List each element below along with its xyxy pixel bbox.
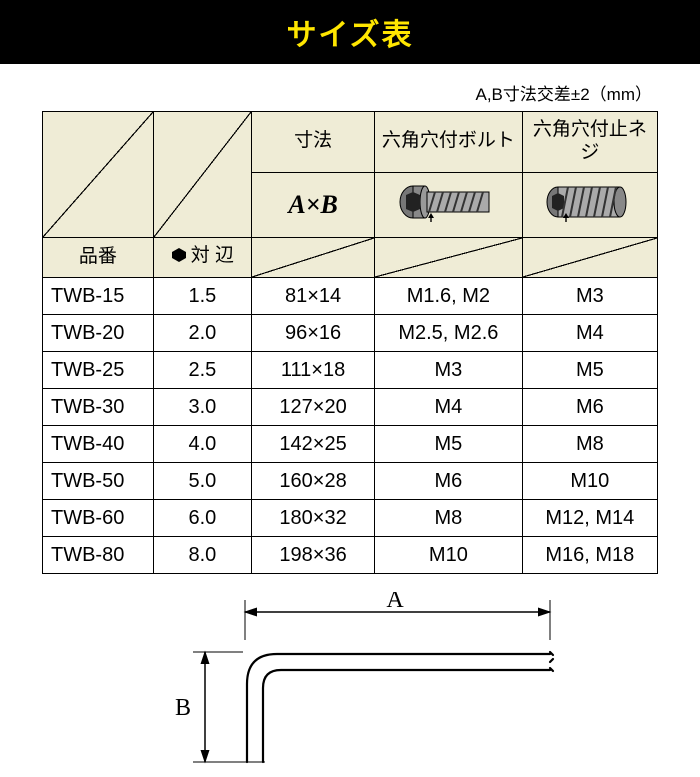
hex-bolt-icon xyxy=(393,180,503,224)
cell-af: 6.0 xyxy=(153,500,251,537)
size-table-wrap: 寸法 六角穴付ボルト 六角穴付止ネジ A×B xyxy=(0,111,700,574)
cell-dim: 180×32 xyxy=(252,500,375,537)
cell-pn: TWB-60 xyxy=(43,500,154,537)
set-screw-icon xyxy=(540,180,640,224)
table-row: TWB-808.0198×36M10M16, M18 xyxy=(43,537,658,574)
cell-pn: TWB-40 xyxy=(43,426,154,463)
cell-dim: 81×14 xyxy=(252,278,375,315)
cell-set: M12, M14 xyxy=(522,500,657,537)
cell-set: M8 xyxy=(522,426,657,463)
label-a: A xyxy=(386,592,404,613)
header-empty-diag xyxy=(43,112,154,238)
cell-bolt: M6 xyxy=(375,463,523,500)
table-row: TWB-202.096×16M2.5, M2.6M4 xyxy=(43,315,658,352)
header-bolt-icon-cell xyxy=(375,172,523,238)
table-row: TWB-505.0160×28M6M10 xyxy=(43,463,658,500)
header-dimension-sub: A×B xyxy=(252,172,375,238)
hexagon-icon xyxy=(171,247,187,270)
cell-set: M10 xyxy=(522,463,657,500)
cell-pn: TWB-25 xyxy=(43,352,154,389)
hex-key-diagram: A B xyxy=(135,592,565,772)
title-bar: サイズ表 xyxy=(0,0,700,64)
table-row: TWB-606.0180×32M8M12, M14 xyxy=(43,500,658,537)
cell-bolt: M3 xyxy=(375,352,523,389)
cell-pn: TWB-30 xyxy=(43,389,154,426)
table-row: TWB-151.581×14M1.6, M2M3 xyxy=(43,278,658,315)
header-dimension: 寸法 xyxy=(252,112,375,173)
cell-af: 8.0 xyxy=(153,537,251,574)
cell-af: 2.5 xyxy=(153,352,251,389)
table-row: TWB-404.0142×25M5M8 xyxy=(43,426,658,463)
cell-set: M3 xyxy=(522,278,657,315)
cell-dim: 198×36 xyxy=(252,537,375,574)
cell-pn: TWB-80 xyxy=(43,537,154,574)
cell-bolt: M5 xyxy=(375,426,523,463)
cell-af: 1.5 xyxy=(153,278,251,315)
tolerance-note: A,B寸法交差±2（mm） xyxy=(0,64,700,111)
table-row: TWB-252.5111×18M3M5 xyxy=(43,352,658,389)
header-empty-diag xyxy=(375,238,523,278)
cell-pn: TWB-15 xyxy=(43,278,154,315)
cell-pn: TWB-50 xyxy=(43,463,154,500)
cell-bolt: M1.6, M2 xyxy=(375,278,523,315)
cell-bolt: M2.5, M2.6 xyxy=(375,315,523,352)
header-part-no: 品番 xyxy=(43,238,154,278)
header-set-screw: 六角穴付止ネジ xyxy=(522,112,657,173)
header-empty-diag xyxy=(153,112,251,238)
header-empty-diag xyxy=(522,238,657,278)
cell-bolt: M4 xyxy=(375,389,523,426)
cell-bolt: M10 xyxy=(375,537,523,574)
cell-pn: TWB-20 xyxy=(43,315,154,352)
header-bolt: 六角穴付ボルト xyxy=(375,112,523,173)
table-row: TWB-303.0127×20M4M6 xyxy=(43,389,658,426)
cell-set: M5 xyxy=(522,352,657,389)
diagram-wrap: A B xyxy=(0,574,700,777)
cell-dim: 127×20 xyxy=(252,389,375,426)
cell-af: 4.0 xyxy=(153,426,251,463)
cell-dim: 96×16 xyxy=(252,315,375,352)
cell-bolt: M8 xyxy=(375,500,523,537)
header-across-flats: 対 辺 xyxy=(153,238,251,278)
size-table: 寸法 六角穴付ボルト 六角穴付止ネジ A×B xyxy=(42,111,658,574)
cell-set: M6 xyxy=(522,389,657,426)
cell-dim: 160×28 xyxy=(252,463,375,500)
cell-dim: 142×25 xyxy=(252,426,375,463)
cell-set: M16, M18 xyxy=(522,537,657,574)
page-title: サイズ表 xyxy=(286,19,413,52)
header-set-screw-icon-cell xyxy=(522,172,657,238)
header-empty-diag xyxy=(252,238,375,278)
cell-set: M4 xyxy=(522,315,657,352)
cell-af: 5.0 xyxy=(153,463,251,500)
cell-af: 3.0 xyxy=(153,389,251,426)
label-b: B xyxy=(175,695,191,721)
cell-dim: 111×18 xyxy=(252,352,375,389)
cell-af: 2.0 xyxy=(153,315,251,352)
